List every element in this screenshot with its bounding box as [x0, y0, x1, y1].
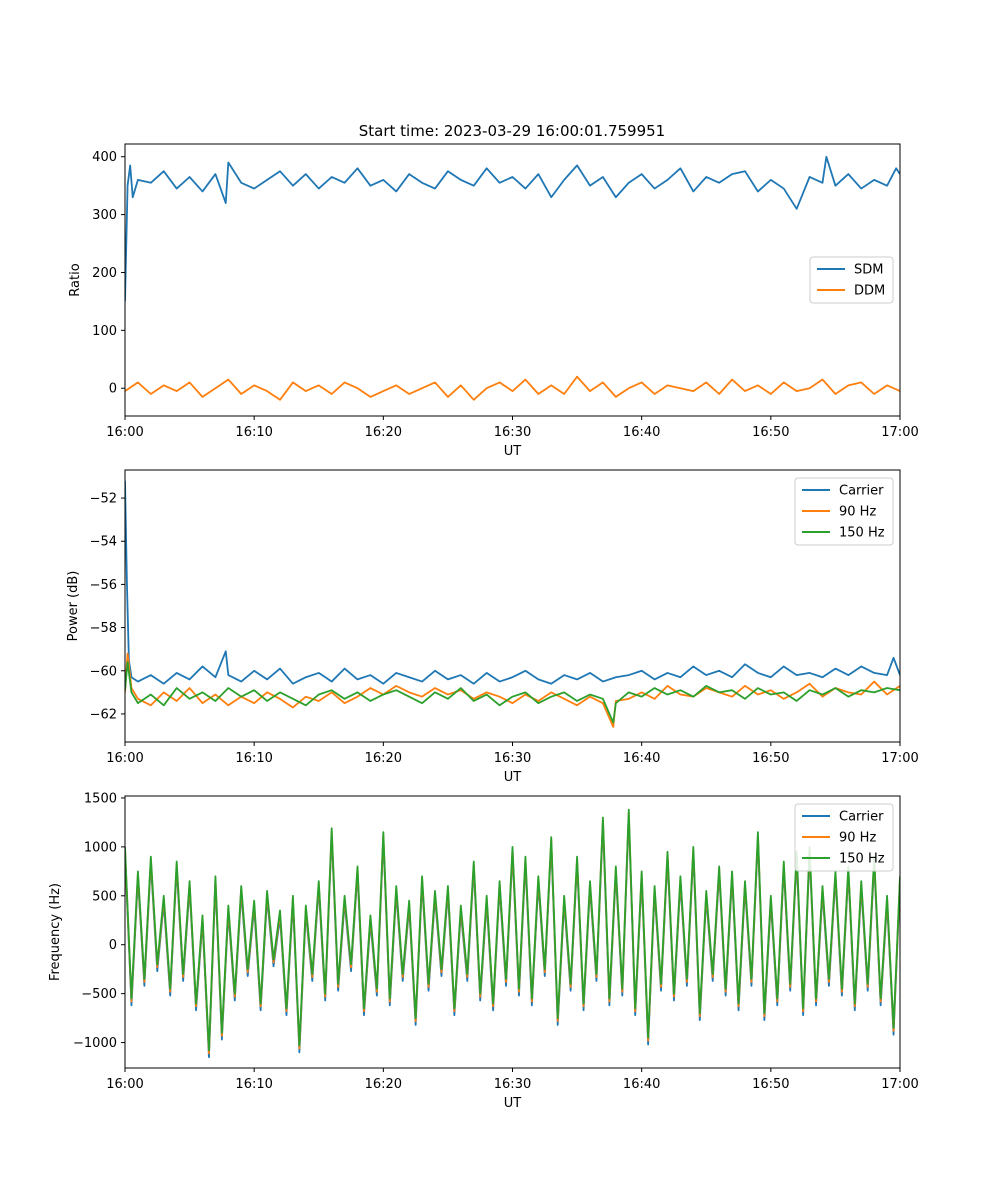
y-tick-label: −56: [90, 578, 117, 593]
x-tick-label: 17:00: [881, 1077, 918, 1092]
x-tick-label: 16:00: [106, 751, 143, 766]
series-group: [125, 155, 900, 401]
y-tick-label: 100: [92, 324, 117, 339]
y-tick-label: −1000: [73, 1036, 117, 1051]
legend: SDM DDM: [809, 256, 894, 304]
y-tick-label: 500: [92, 889, 117, 904]
y-tick-label: 0: [109, 382, 117, 397]
x-axis-label: UT: [504, 1096, 522, 1111]
x-axis-label: UT: [504, 444, 522, 459]
x-tick-label: 16:00: [106, 1077, 143, 1092]
legend-entry: 150 Hz: [839, 852, 885, 867]
figure-title: Start time: 2023-03-29 16:00:01.759951: [359, 122, 665, 140]
y-tick-label: 400: [92, 150, 117, 165]
x-tick-label: 17:00: [881, 425, 918, 440]
y-tick-label: 300: [92, 208, 117, 223]
x-tick-label: 16:20: [365, 751, 402, 766]
series-line-ddm: [125, 375, 900, 401]
legend-box: [794, 803, 894, 872]
x-axis-label: UT: [504, 770, 522, 785]
chart-panels: 16:00 16:10 16:20 16:30 16:40 16:50 17:00 0 100 2…: [48, 143, 919, 1111]
x-tick-label: 16:10: [235, 1077, 272, 1092]
x-tick-label: 16:40: [623, 1077, 660, 1092]
legend-entry: 90 Hz: [839, 831, 876, 846]
series-line-sdm: [125, 155, 900, 302]
x-tick-label: 16:30: [494, 425, 531, 440]
series-line-150-hz: [125, 808, 900, 1052]
series-group: [125, 808, 900, 1059]
chart-panel-1: 16:00 16:10 16:20 16:30 16:40 16:50 17:00 0 100 2…: [68, 143, 919, 459]
legend: Carrier 90 Hz 150 Hz: [794, 803, 894, 872]
y-tick-label: 0: [109, 938, 117, 953]
x-tick-label: 16:00: [106, 425, 143, 440]
legend-entry: Carrier: [839, 810, 884, 825]
y-axis-label: Frequency (Hz): [48, 883, 63, 981]
y-tick-label: 1000: [84, 840, 117, 855]
x-tick-label: 16:50: [752, 425, 789, 440]
series-group: [125, 480, 900, 728]
legend-box: [794, 477, 894, 546]
legend-entry: 150 Hz: [839, 526, 885, 541]
x-tick-label: 16:50: [752, 1077, 789, 1092]
y-axis-label: Ratio: [68, 263, 83, 296]
y-tick-label: −60: [90, 664, 117, 679]
chart-panel-3: 16:00 16:10 16:20 16:30 16:40 16:50 17:00 −1000…: [48, 791, 919, 1111]
legend: Carrier 90 Hz 150 Hz: [794, 477, 894, 546]
x-tick-label: 16:40: [623, 425, 660, 440]
x-tick-label: 16:20: [365, 425, 402, 440]
y-tick-label: −54: [90, 535, 117, 550]
y-tick-label: −500: [81, 987, 117, 1002]
legend-entry: Carrier: [839, 484, 884, 499]
x-tick-label: 16:10: [235, 425, 272, 440]
y-tick-label: −58: [90, 621, 117, 636]
x-tick-label: 16:50: [752, 751, 789, 766]
x-tick-label: 16:10: [235, 751, 272, 766]
x-tick-label: 16:30: [494, 751, 531, 766]
chart-panel-2: 16:00 16:10 16:20 16:30 16:40 16:50 17:00 −62 −6…: [66, 469, 919, 785]
legend-entry: DDM: [854, 284, 885, 299]
legend-entry: SDM: [854, 263, 883, 278]
y-tick-label: −52: [90, 492, 117, 507]
x-tick-label: 16:20: [365, 1077, 402, 1092]
y-tick-label: 200: [92, 266, 117, 281]
y-tick-label: −62: [90, 707, 117, 722]
x-tick-label: 16:30: [494, 1077, 531, 1092]
x-tick-label: 16:40: [623, 751, 660, 766]
legend-entry: 90 Hz: [839, 505, 876, 520]
y-axis-label: Power (dB): [66, 571, 81, 642]
y-tick-label: 1500: [84, 791, 117, 806]
series-line-150-hz: [125, 661, 900, 724]
series-line-carrier: [125, 480, 900, 685]
x-tick-label: 17:00: [881, 751, 918, 766]
